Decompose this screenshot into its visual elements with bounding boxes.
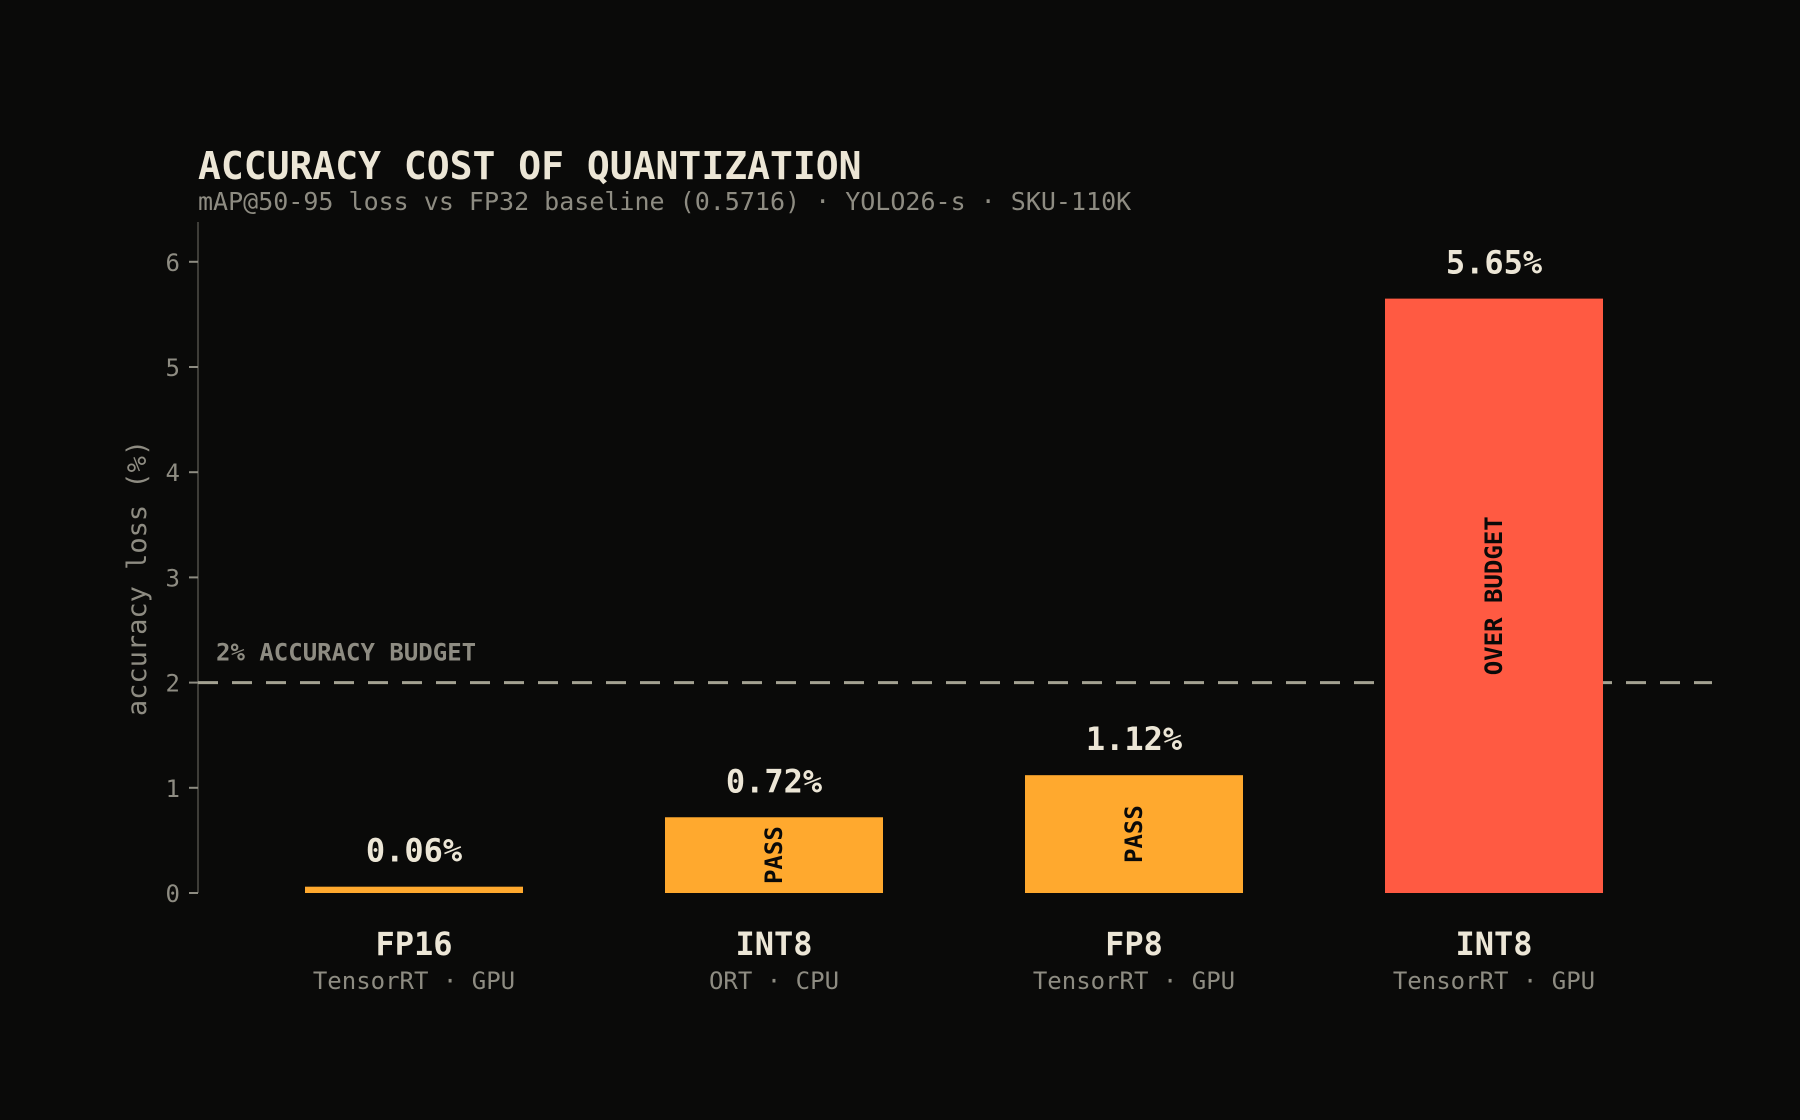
bar-3 bbox=[1385, 298, 1603, 893]
budget-label: 2% ACCURACY BUDGET bbox=[216, 639, 476, 667]
bar-value-label: 0.72% bbox=[726, 762, 823, 800]
y-tick-label: 5 bbox=[166, 354, 180, 382]
y-tick-label: 3 bbox=[166, 564, 180, 592]
bar-value-label: 5.65% bbox=[1446, 244, 1543, 282]
y-tick-label: 1 bbox=[166, 775, 180, 803]
y-tick-label: 2 bbox=[166, 670, 180, 698]
bar-value-label: 1.12% bbox=[1086, 720, 1183, 758]
category-sublabel: TensorRT · GPU bbox=[1033, 967, 1235, 995]
bar-value-label: 0.06% bbox=[366, 832, 463, 870]
y-tick-label: 6 bbox=[166, 249, 180, 277]
category-sublabel: ORT · CPU bbox=[709, 967, 839, 995]
chart-title: ACCURACY COST OF QUANTIZATION bbox=[198, 144, 861, 188]
chart-subtitle: mAP@50-95 loss vs FP32 baseline (0.5716)… bbox=[198, 187, 1131, 216]
y-axis-label: accuracy loss (%) bbox=[122, 440, 153, 716]
y-tick-label: 4 bbox=[166, 459, 180, 487]
bar-2 bbox=[1025, 775, 1243, 893]
category-label: FP8 bbox=[1105, 925, 1163, 963]
category-sublabel: TensorRT · GPU bbox=[1393, 967, 1595, 995]
category-label: FP16 bbox=[375, 925, 452, 963]
bar-0 bbox=[305, 886, 523, 893]
bar-status-label: PASS bbox=[760, 826, 788, 884]
category-sublabel: TensorRT · GPU bbox=[313, 967, 515, 995]
bars: 0.06% FP16 TensorRT · GPU 0.72% PASS INT8 ORT … bbox=[305, 244, 1603, 995]
bar-status-label: OVER BUDGET bbox=[1480, 516, 1508, 675]
bar-status-label: PASS bbox=[1120, 805, 1148, 863]
category-label: INT8 bbox=[1455, 925, 1532, 963]
y-axis: 0 1 2 3 4 5 6 bbox=[166, 222, 199, 908]
y-tick-label: 0 bbox=[166, 880, 180, 908]
bar-1 bbox=[665, 817, 883, 893]
category-label: INT8 bbox=[735, 925, 812, 963]
